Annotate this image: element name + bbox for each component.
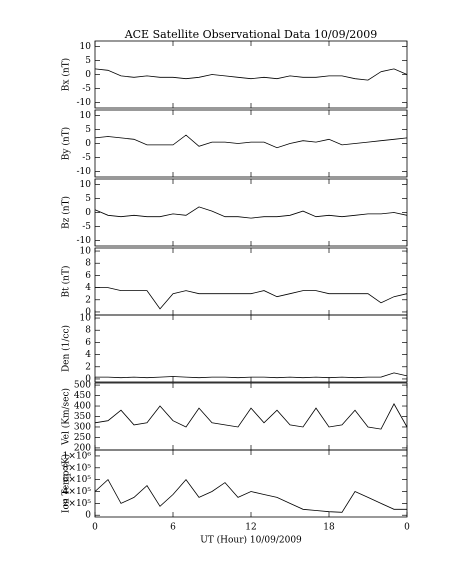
y-tick-label: -5 xyxy=(82,153,91,163)
y-tick-label: -5 xyxy=(82,84,91,94)
y-tick-label: 10 xyxy=(80,42,92,52)
data-line xyxy=(94,478,407,513)
y-tick-label: 1×10⁶ xyxy=(63,451,92,461)
y-tick-label: 2 xyxy=(85,295,91,305)
y-tick-label: 2×10⁵ xyxy=(63,499,92,509)
panel-frame xyxy=(94,109,408,178)
x-tick-label: 0 xyxy=(404,523,410,533)
data-line xyxy=(94,68,408,81)
y-axis-label: By (nT) xyxy=(61,127,72,160)
y-tick-label: 0 xyxy=(85,374,91,384)
y-tick-label: 350 xyxy=(74,412,91,422)
y-tick-label: 300 xyxy=(74,422,91,432)
y-tick-label: 500 xyxy=(74,381,91,391)
panel-frame xyxy=(94,449,408,518)
y-axis-label: Bx (nT) xyxy=(61,58,72,91)
y-tick-label: 10 xyxy=(80,111,92,121)
y-tick-label: -10 xyxy=(77,167,92,177)
panel-frame xyxy=(94,247,408,316)
y-tick-label: 10 xyxy=(80,247,92,257)
panel-frame xyxy=(94,178,408,247)
y-tick-label: 4 xyxy=(85,350,91,360)
y-axis-label: Bz (nT) xyxy=(61,196,72,229)
y-tick-label: 6 xyxy=(85,271,91,281)
x-axis-label: UT (Hour) 10/09/2009 xyxy=(200,535,302,546)
y-tick-label: 0 xyxy=(85,139,91,149)
y-tick-label: 0 xyxy=(85,511,91,521)
y-tick-label: 8 xyxy=(85,259,91,269)
y-tick-label: 5 xyxy=(85,194,91,204)
y-tick-label: 0 xyxy=(85,307,91,317)
y-tick-label: 400 xyxy=(74,402,91,412)
y-axis-label: Bt (nT) xyxy=(61,266,72,298)
y-tick-label: 6 xyxy=(85,338,91,348)
panel-frame xyxy=(94,314,408,383)
panel-frame xyxy=(94,40,408,109)
y-axis-label: Vel (Km/sec) xyxy=(61,388,72,446)
y-axis-label: Den (1/cc) xyxy=(61,325,72,372)
y-tick-label: 5 xyxy=(85,125,91,135)
y-tick-label: -10 xyxy=(77,98,92,108)
data-line xyxy=(94,403,408,430)
x-tick-label: 6 xyxy=(170,523,176,533)
x-tick-label: 12 xyxy=(245,523,256,533)
y-tick-label: -10 xyxy=(77,236,92,246)
data-line xyxy=(94,206,408,219)
y-tick-label: 10 xyxy=(80,314,92,324)
y-tick-label: 8 xyxy=(85,326,91,336)
data-line xyxy=(95,287,408,310)
y-tick-label: 250 xyxy=(74,433,91,443)
y-tick-label: 2 xyxy=(85,362,91,372)
x-tick-label: 18 xyxy=(323,523,335,533)
data-line xyxy=(95,372,408,379)
y-tick-label: 8×10⁵ xyxy=(63,463,92,473)
y-tick-label: -5 xyxy=(82,222,91,232)
y-tick-label: 0 xyxy=(85,70,91,80)
y-tick-label: 10 xyxy=(80,180,92,190)
y-tick-label: 0 xyxy=(85,208,91,218)
y-tick-label: 450 xyxy=(74,391,91,401)
data-line xyxy=(94,134,408,149)
x-tick-label: 0 xyxy=(92,523,98,533)
y-tick-label: 6×10⁵ xyxy=(63,475,92,485)
y-axis-label: Ion Temp (K) xyxy=(61,454,72,513)
y-tick-label: 200 xyxy=(74,443,91,453)
y-tick-label: 4 xyxy=(85,283,91,293)
y-tick-label: 4×10⁵ xyxy=(63,487,92,497)
y-tick-label: 5 xyxy=(85,56,91,66)
chart-title: ACE Satellite Observational Data 10/09/2… xyxy=(124,28,378,41)
